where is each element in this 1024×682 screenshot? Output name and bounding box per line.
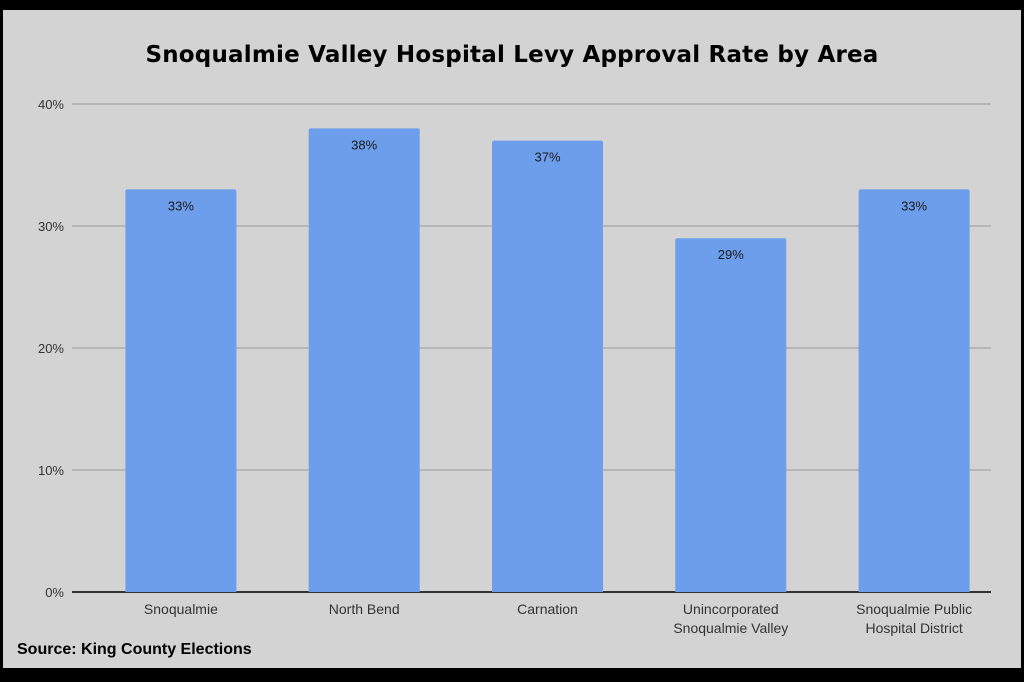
y-tick-label: 10% xyxy=(38,463,64,478)
data-label: 38% xyxy=(351,137,377,152)
bar xyxy=(675,238,787,592)
x-tick-label: Hospital District xyxy=(865,620,962,636)
bar xyxy=(858,189,970,592)
data-label: 37% xyxy=(534,150,560,165)
x-tick-label: Carnation xyxy=(517,601,578,617)
y-tick-label: 30% xyxy=(38,219,64,234)
bar xyxy=(492,140,603,592)
data-label: 29% xyxy=(718,247,744,262)
y-tick-label: 0% xyxy=(45,585,64,600)
y-tick-label: 40% xyxy=(38,97,64,112)
x-tick-label: Unincorporated xyxy=(683,601,779,617)
data-label: 33% xyxy=(901,198,927,213)
x-tick-label: Snoqualmie Public xyxy=(856,601,972,617)
y-tick-label: 20% xyxy=(38,341,64,356)
x-tick-label: North Bend xyxy=(329,601,400,617)
data-label: 33% xyxy=(168,198,194,213)
x-tick-label: Snoqualmie xyxy=(144,601,218,617)
bar xyxy=(125,189,237,592)
source-note: Source: King County Elections xyxy=(17,641,252,658)
x-tick-label: Snoqualmie Valley xyxy=(673,620,788,636)
bar xyxy=(308,128,420,592)
chart-title: Snoqualmie Valley Hospital Levy Approval… xyxy=(145,42,879,68)
